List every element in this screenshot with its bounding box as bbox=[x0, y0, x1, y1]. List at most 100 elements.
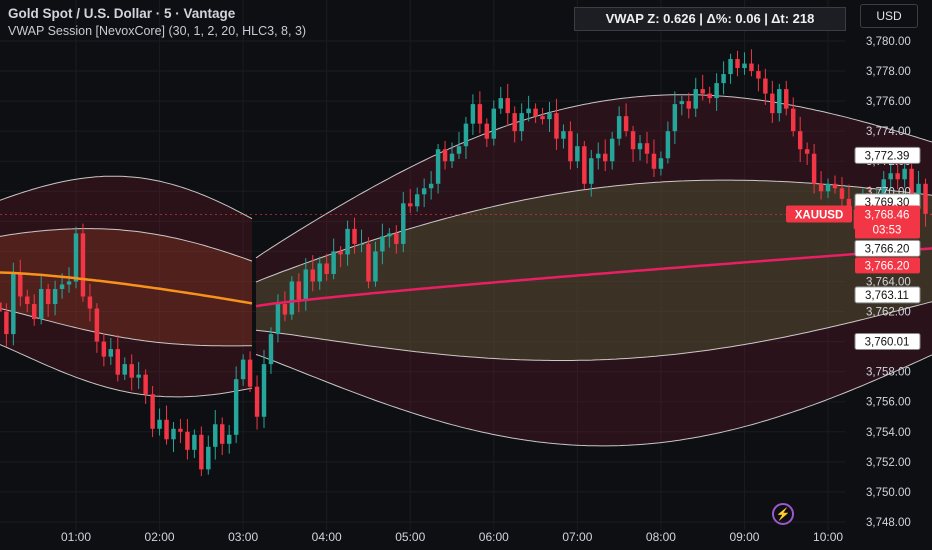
band-line bbox=[255, 94, 932, 259]
currency-button[interactable]: USD bbox=[860, 4, 918, 28]
price-tick-label: 3,758.00 bbox=[866, 367, 911, 379]
candle-body bbox=[909, 168, 914, 195]
candle-body bbox=[930, 213, 932, 215]
candle-body bbox=[916, 183, 921, 195]
price-label-box bbox=[854, 332, 921, 350]
candle-body bbox=[672, 104, 678, 132]
candle-body bbox=[261, 364, 267, 417]
candle-body bbox=[484, 123, 490, 139]
price-label-box bbox=[855, 257, 920, 274]
candle-body bbox=[101, 341, 107, 357]
candle-body bbox=[651, 153, 657, 169]
price-label-text: 3,760.01 bbox=[865, 336, 910, 348]
candle-body bbox=[777, 89, 782, 114]
inner-band-fill bbox=[256, 180, 932, 361]
time-tick-label: 01:00 bbox=[61, 530, 91, 544]
price-label-box bbox=[854, 286, 921, 304]
candle-body bbox=[18, 273, 23, 297]
candle-body bbox=[449, 153, 455, 162]
candle-body bbox=[387, 233, 392, 237]
candle-body bbox=[401, 203, 406, 244]
candle-body bbox=[623, 116, 629, 132]
price-tick-label: 3,780.00 bbox=[866, 36, 911, 48]
candle-body bbox=[331, 251, 336, 274]
candle-body bbox=[352, 228, 357, 244]
candle-body bbox=[296, 281, 302, 300]
band-line bbox=[0, 308, 253, 347]
current-price-text: 3,768.46 bbox=[865, 209, 910, 221]
time-tick-label: 06:00 bbox=[479, 530, 509, 544]
candle-body bbox=[568, 131, 573, 162]
candle-body bbox=[832, 183, 838, 189]
candle-body bbox=[575, 146, 580, 162]
candle-body bbox=[770, 93, 775, 114]
candle-body bbox=[303, 269, 309, 300]
candle-body bbox=[178, 428, 183, 432]
candle-body bbox=[519, 113, 524, 132]
time-axis[interactable]: 01:00 02:00 03:00 04:00 05:00 06:00 07:00 08:00… bbox=[61, 530, 843, 544]
time-tick-label: 08:00 bbox=[646, 530, 676, 544]
candle-body bbox=[171, 428, 176, 440]
candle-body bbox=[561, 131, 566, 139]
price-label-box bbox=[854, 146, 921, 164]
candle-body bbox=[206, 446, 211, 470]
candle-body bbox=[533, 108, 538, 117]
time-tick-label: 07:00 bbox=[562, 530, 592, 544]
price-axis[interactable]: 3,780.003,778.003,776.003,774.003,772.00… bbox=[866, 36, 911, 529]
candle-body bbox=[366, 243, 371, 282]
candle-body bbox=[136, 374, 141, 378]
candle-body bbox=[268, 334, 274, 365]
candle-body bbox=[797, 131, 803, 150]
candle-body bbox=[59, 284, 65, 289]
price-tick-label: 3,748.00 bbox=[866, 517, 911, 529]
candle-body bbox=[345, 228, 350, 255]
candle-body bbox=[185, 431, 190, 450]
candle-body bbox=[80, 233, 86, 297]
candle-body bbox=[122, 364, 127, 375]
candle-body bbox=[192, 434, 197, 450]
candle-body bbox=[784, 89, 789, 109]
indicator-legend[interactable]: VWAP Session [NevoxCore] (30, 1, 2, 20, … bbox=[8, 24, 307, 38]
candle-body bbox=[846, 198, 852, 210]
price-label-text: 3,766.20 bbox=[865, 243, 910, 255]
candle-body bbox=[199, 434, 204, 470]
price-label-text: 3,763.11 bbox=[865, 290, 909, 302]
time-tick-label: 03:00 bbox=[228, 530, 258, 544]
candle-body bbox=[811, 153, 817, 184]
candle-body bbox=[888, 173, 893, 180]
candle-body bbox=[700, 89, 705, 94]
candle-body bbox=[895, 173, 900, 180]
price-label-text: 3,772.39 bbox=[865, 150, 910, 162]
candle-body bbox=[665, 131, 671, 159]
vwap-stats-box: VWAP Z: 0.626 | Δ%: 0.06 | Δt: 218 bbox=[574, 7, 846, 31]
candle-body bbox=[498, 98, 503, 109]
candle-body bbox=[94, 308, 100, 342]
candle-body bbox=[477, 104, 483, 124]
price-tick-label: 3,762.00 bbox=[866, 307, 911, 319]
lightning-icon[interactable]: ⚡ bbox=[772, 503, 794, 525]
candle-body bbox=[728, 59, 733, 75]
candle-body bbox=[428, 183, 434, 189]
time-tick-label: 10:00 bbox=[813, 530, 843, 544]
candle-body bbox=[247, 359, 253, 387]
candle-body bbox=[714, 83, 719, 99]
price-tick-label: 3,778.00 bbox=[866, 66, 911, 78]
candle-body bbox=[804, 149, 810, 154]
candle-body bbox=[756, 71, 761, 79]
band-line bbox=[255, 354, 932, 447]
candle-body bbox=[491, 108, 497, 139]
candle-body bbox=[324, 263, 329, 274]
candle-body bbox=[66, 281, 72, 285]
candle-body bbox=[818, 183, 824, 192]
price-label-box bbox=[854, 239, 921, 257]
candle-body bbox=[512, 113, 517, 132]
candle-body bbox=[790, 108, 796, 132]
candle-body bbox=[923, 183, 928, 214]
chart-title: Gold Spot / U.S. Dollar · 5 · Vantage bbox=[8, 6, 236, 21]
candle-body bbox=[31, 304, 37, 320]
candle-body bbox=[394, 233, 399, 244]
time-tick-label: 04:00 bbox=[312, 530, 342, 544]
candle-body bbox=[707, 93, 712, 99]
candle-body bbox=[233, 379, 239, 435]
